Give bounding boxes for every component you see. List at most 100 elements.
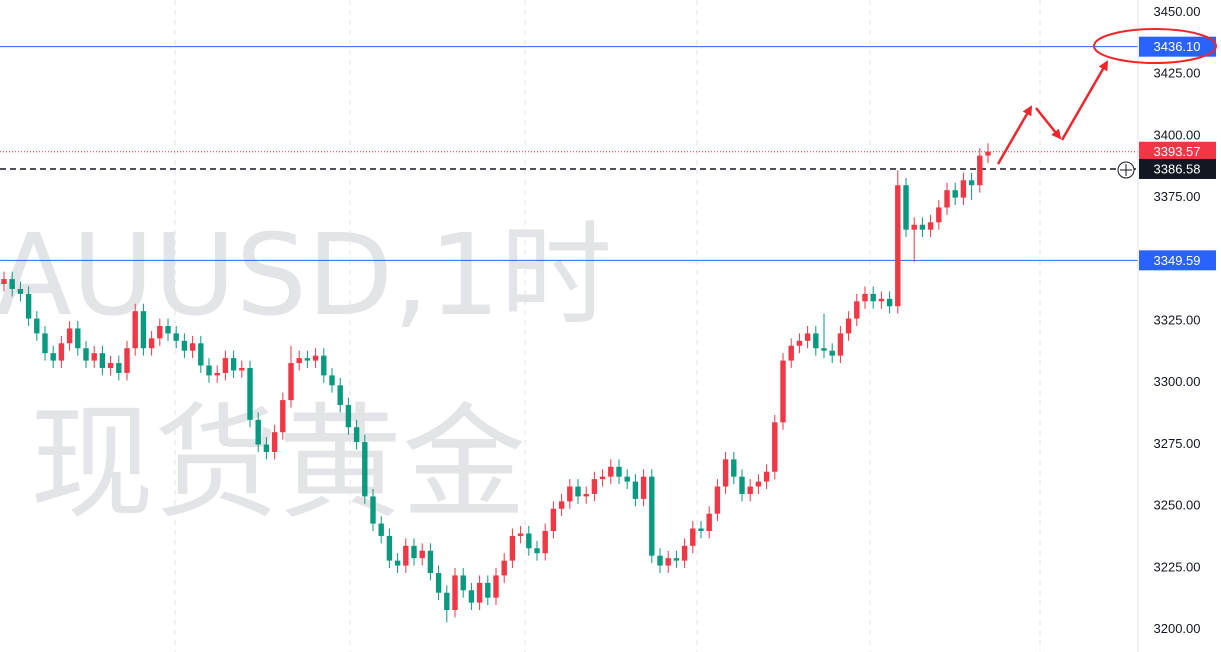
candle-body bbox=[321, 355, 327, 376]
candle-body bbox=[99, 353, 106, 368]
crosshair-icon bbox=[1117, 161, 1135, 179]
candle-body bbox=[427, 550, 434, 573]
watermark-symbol: XAUUSD,1时 bbox=[0, 211, 612, 341]
candle-body bbox=[813, 333, 819, 349]
candle-body bbox=[985, 151, 991, 156]
candle-body bbox=[222, 358, 229, 373]
candle-body bbox=[476, 582, 483, 603]
price-label: 3386.58 bbox=[1154, 161, 1201, 176]
candle-body bbox=[345, 405, 352, 428]
candle-body bbox=[132, 311, 138, 349]
candle-body bbox=[17, 288, 24, 294]
candle-body bbox=[468, 590, 475, 603]
candle-body bbox=[116, 363, 122, 373]
candle-body bbox=[837, 333, 844, 356]
candle-body bbox=[911, 224, 917, 230]
candle-body bbox=[444, 592, 450, 611]
candle-body bbox=[25, 293, 32, 319]
candle-body bbox=[968, 180, 975, 186]
candle-body bbox=[895, 185, 901, 307]
candle-body bbox=[9, 279, 15, 289]
candle-body bbox=[829, 350, 835, 356]
candle-body bbox=[66, 328, 73, 344]
candle-body bbox=[780, 360, 786, 423]
candle-body bbox=[649, 476, 655, 556]
candle-body bbox=[255, 419, 261, 445]
candle-body bbox=[411, 545, 417, 559]
candle-body bbox=[230, 358, 237, 371]
candle-body bbox=[526, 533, 532, 549]
candle-body bbox=[509, 535, 516, 561]
candle-body bbox=[575, 486, 581, 497]
candle-body bbox=[747, 486, 753, 494]
price-label-box bbox=[1139, 250, 1216, 271]
candle-body bbox=[329, 375, 335, 386]
candle-body bbox=[50, 353, 56, 361]
candle-body bbox=[460, 575, 466, 591]
watermark-name: 现货黄金 bbox=[30, 392, 526, 536]
candle-body bbox=[542, 530, 548, 554]
candle-body bbox=[944, 190, 950, 208]
y-tick-label: 3400.00 bbox=[1154, 127, 1201, 142]
candle-body bbox=[739, 476, 745, 494]
candle-body bbox=[419, 550, 425, 559]
candle-body bbox=[337, 385, 343, 406]
candle-body bbox=[804, 333, 811, 341]
candle-body bbox=[690, 528, 696, 546]
price-label: 3393.57 bbox=[1154, 144, 1201, 159]
candle-body bbox=[517, 533, 524, 536]
y-tick-label: 3250.00 bbox=[1154, 498, 1201, 513]
candle-body bbox=[977, 155, 983, 186]
candle-body bbox=[599, 476, 606, 480]
time-grid bbox=[174, 0, 1041, 652]
candle-body bbox=[83, 348, 89, 361]
candle-body bbox=[124, 348, 130, 373]
candle-body bbox=[591, 479, 598, 494]
candle-body bbox=[247, 367, 253, 420]
price-label: 3436.10 bbox=[1154, 39, 1201, 54]
candle-body bbox=[386, 535, 393, 561]
candle-body bbox=[157, 326, 163, 339]
candle-body bbox=[903, 185, 909, 230]
candle-body bbox=[755, 481, 762, 487]
candle-body bbox=[886, 298, 893, 307]
candle-body bbox=[378, 523, 384, 536]
candle-body bbox=[362, 442, 368, 497]
candle-body bbox=[927, 222, 934, 230]
candle-body bbox=[673, 558, 680, 561]
candle-body bbox=[452, 575, 458, 611]
candle-body bbox=[845, 318, 852, 334]
candle-body bbox=[763, 471, 770, 482]
candle-body bbox=[698, 528, 704, 531]
candle-body bbox=[312, 355, 319, 361]
candle-body bbox=[304, 358, 311, 361]
candle-body bbox=[271, 432, 278, 452]
candle-body bbox=[657, 555, 663, 566]
candle-body bbox=[731, 459, 737, 477]
y-tick-label: 3200.00 bbox=[1154, 621, 1201, 636]
candle-body bbox=[624, 476, 630, 482]
candle-body bbox=[796, 340, 803, 346]
annotation-arrows bbox=[996, 28, 1217, 165]
candle-body bbox=[870, 293, 876, 302]
price-label-box bbox=[1139, 158, 1216, 179]
candle-body bbox=[280, 400, 286, 433]
candle-body bbox=[706, 513, 712, 531]
candle-body bbox=[214, 372, 220, 376]
candle-body bbox=[148, 338, 155, 349]
candle-body bbox=[435, 572, 442, 593]
candle-body bbox=[616, 466, 622, 477]
candle-body bbox=[788, 345, 794, 361]
y-tick-label: 3425.00 bbox=[1154, 66, 1201, 81]
candle-body bbox=[558, 501, 565, 509]
candle-body bbox=[165, 326, 171, 334]
candle-body bbox=[288, 363, 294, 401]
candle-body bbox=[58, 343, 65, 361]
candle-body bbox=[878, 298, 885, 302]
candle-body bbox=[403, 545, 409, 566]
candle-body bbox=[140, 311, 147, 349]
candle-body bbox=[821, 348, 827, 351]
y-tick-label: 3275.00 bbox=[1154, 436, 1201, 451]
candle-body bbox=[198, 343, 204, 366]
